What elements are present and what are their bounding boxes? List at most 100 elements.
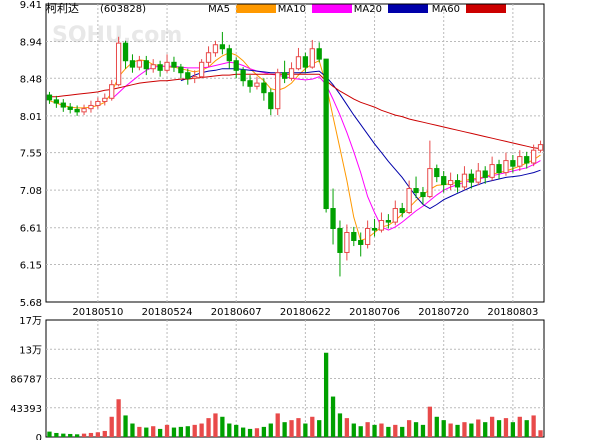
candle-body — [392, 208, 398, 223]
candle-body — [344, 231, 350, 253]
candle-body — [517, 156, 523, 167]
stock-code: (603828) — [100, 4, 146, 15]
volume-bar — [254, 428, 260, 437]
candle-body — [129, 60, 136, 68]
moving-average-lines — [49, 52, 541, 242]
candle-body — [537, 144, 544, 151]
price-tick-label: 9.41 — [20, 0, 42, 11]
candle-body — [102, 97, 108, 102]
volume-bar — [358, 426, 363, 437]
volume-bar — [185, 426, 190, 437]
volume-bar — [247, 428, 253, 437]
price-tick-label: 6.61 — [20, 224, 42, 235]
volume-bar — [386, 426, 391, 437]
volume-bar — [275, 413, 280, 437]
volume-bar — [337, 413, 343, 437]
candle-body — [309, 48, 315, 68]
price-tick-label: 5.68 — [20, 298, 42, 309]
candle-body — [454, 180, 461, 188]
candle-body — [157, 64, 163, 71]
volume-bar — [206, 418, 211, 437]
volume-bar — [240, 427, 246, 437]
ma-legend: MA5 MA10 MA20 MA60 — [208, 4, 506, 15]
volume-bar — [61, 433, 66, 437]
candle-body — [351, 231, 357, 241]
volume-bar — [372, 424, 377, 437]
volume-bar — [503, 418, 509, 437]
candle-body — [441, 176, 447, 186]
candle-body — [233, 60, 239, 71]
legend-label: MA20 — [354, 4, 382, 15]
candle-body — [171, 61, 177, 68]
candle-body — [247, 80, 253, 87]
ma20-line — [180, 68, 541, 210]
volume-tick-label: 0 — [36, 433, 42, 440]
volume-grid — [46, 320, 544, 437]
candle-body — [254, 82, 260, 87]
volume-bar — [323, 352, 329, 437]
candle-body — [461, 173, 468, 188]
volume-bar — [476, 419, 481, 437]
volume-bar — [344, 418, 350, 437]
candle-body — [330, 208, 336, 229]
date-axis: 20180510 20180524 20180607 20180622 20180706… — [72, 307, 538, 318]
volume-bar — [317, 420, 322, 437]
candle-body — [358, 239, 364, 245]
volume-bar — [282, 422, 287, 437]
candle-body — [198, 61, 205, 78]
candle-body — [275, 72, 281, 110]
candle-body — [281, 72, 288, 79]
candle-body — [385, 220, 392, 223]
volume-bar — [213, 413, 218, 437]
legend-swatch — [388, 4, 428, 13]
volume-bar — [47, 431, 52, 437]
candle-body — [178, 66, 184, 74]
candle-body — [122, 42, 129, 62]
candle-body — [378, 220, 385, 231]
volume-y-axis: 17万 13万 86787 43393 0 — [10, 316, 42, 444]
candle-body — [468, 173, 475, 183]
volume-bar — [227, 423, 232, 437]
volume-bar — [178, 426, 184, 437]
candle-body — [185, 72, 191, 79]
price-tick-label: 8.94 — [20, 38, 42, 49]
volume-bar — [524, 420, 529, 437]
volume-bar — [192, 424, 197, 437]
date-label: 20180720 — [418, 307, 469, 318]
candle-body — [95, 100, 101, 106]
volume-bar — [81, 433, 87, 437]
candle-body — [337, 227, 343, 253]
candle-body — [53, 99, 60, 104]
volume-bar — [289, 420, 294, 437]
volume-bar — [434, 416, 439, 437]
volume-bar — [531, 415, 536, 437]
stock-name: 柯利达 — [46, 2, 79, 15]
volume-bar — [469, 423, 474, 437]
date-label: 20180803 — [487, 307, 538, 318]
candle-body — [46, 94, 53, 101]
candle-body — [434, 168, 440, 178]
volume-bar — [455, 424, 460, 437]
date-label: 20180524 — [142, 307, 193, 318]
volume-bars — [47, 352, 543, 437]
volume-bar — [489, 416, 495, 437]
candle-body — [67, 106, 73, 110]
candle-body — [323, 58, 329, 210]
candle-body — [302, 56, 309, 68]
candle-body — [364, 227, 371, 245]
volume-bar — [310, 416, 315, 437]
volume-bar — [144, 427, 149, 437]
volume-bar — [151, 426, 156, 437]
volume-bar — [379, 423, 384, 437]
volume-bar — [393, 424, 398, 437]
volume-bar — [330, 396, 336, 437]
volume-bar — [538, 430, 543, 437]
candle-body — [496, 164, 502, 174]
volume-bar — [109, 416, 114, 437]
candle-body — [150, 64, 156, 70]
volume-bar — [420, 424, 426, 437]
candle-body — [406, 188, 412, 214]
candle-body — [316, 48, 322, 60]
price-tick-label: 6.15 — [20, 260, 42, 271]
